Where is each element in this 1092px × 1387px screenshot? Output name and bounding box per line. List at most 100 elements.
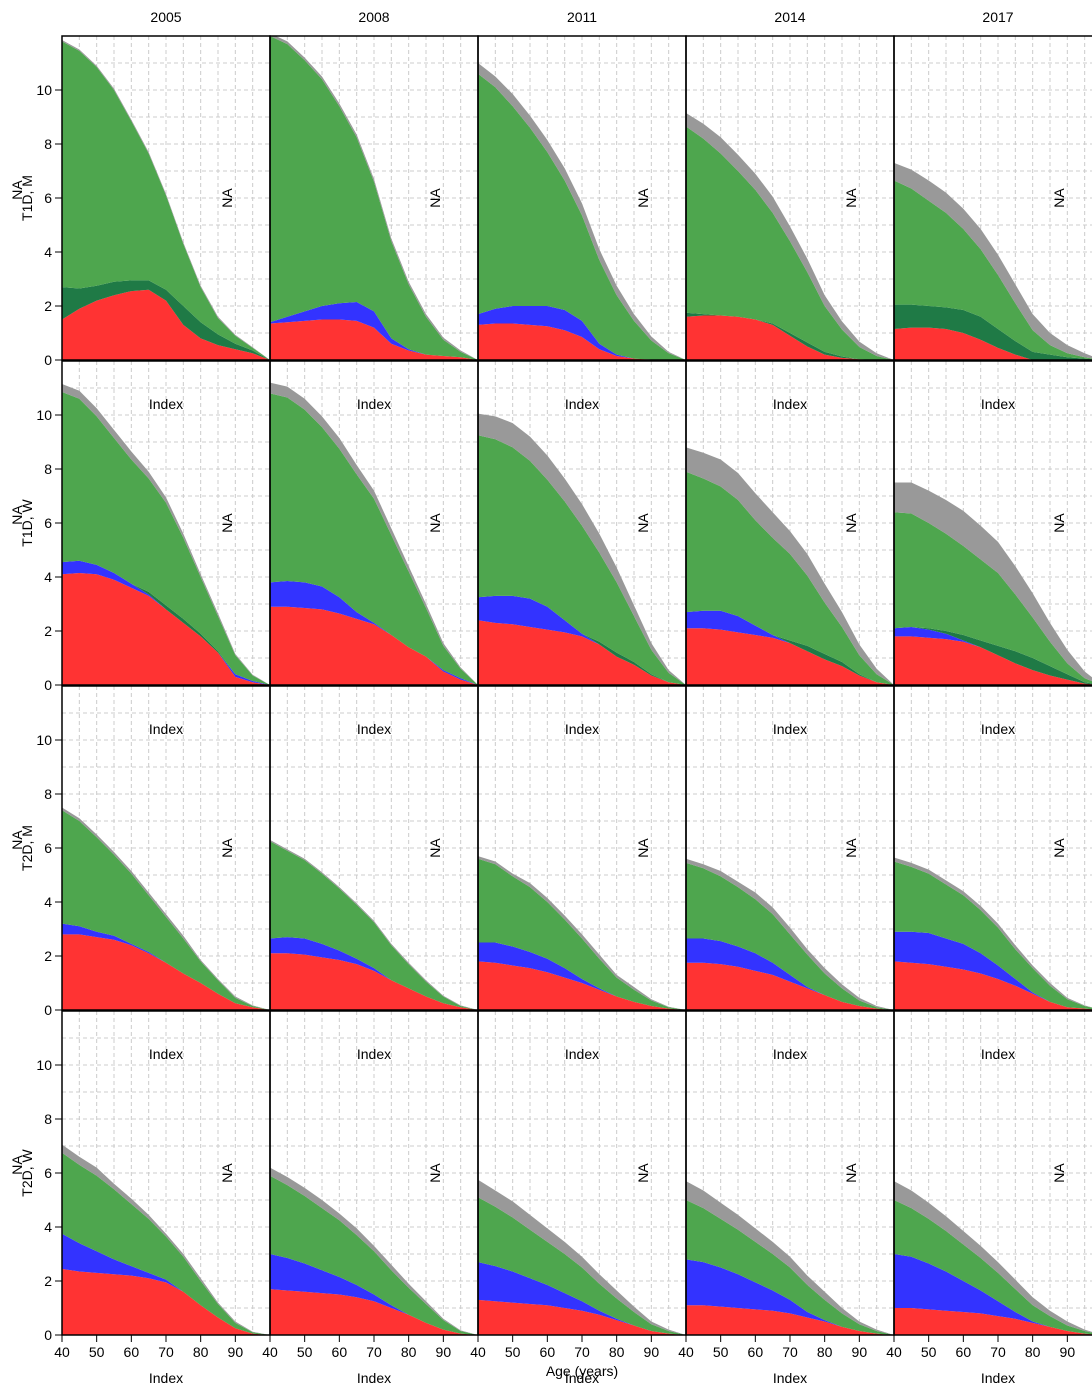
area-layer-4	[478, 1197, 686, 1335]
panel-t2d-w-2005	[62, 1144, 270, 1335]
area-layer-5	[478, 413, 686, 685]
panel-t2d-w-2008	[270, 1167, 478, 1335]
panel-index-label: Index	[565, 721, 599, 737]
x-tick-label: 60	[956, 1344, 972, 1360]
area-layer-4	[686, 126, 894, 360]
panel-frame	[893, 35, 1092, 361]
area-layer-1	[686, 962, 894, 1010]
area-layer-4	[270, 393, 478, 685]
x-tick-label: 40	[678, 1344, 694, 1360]
area-layer-2	[478, 306, 686, 360]
panel-t1d-m-2011	[478, 63, 686, 360]
area-layer-3	[62, 280, 270, 360]
panel-t2d-w-2011	[478, 1179, 686, 1335]
area-layer-3	[894, 626, 1092, 685]
x-tick-label: 70	[366, 1344, 382, 1360]
x-tick-label: 50	[921, 1344, 937, 1360]
x-tick-label: 90	[644, 1344, 660, 1360]
area-layer-2	[270, 937, 478, 1010]
panel-index-label: Index	[981, 396, 1015, 412]
area-layer-1	[270, 319, 478, 360]
area-layer-5	[894, 482, 1092, 682]
panel-index-label: Index	[981, 1046, 1015, 1062]
area-layer-2	[478, 1262, 686, 1335]
column-header-2011: 2011	[567, 9, 597, 25]
area-layer-2	[478, 942, 686, 1010]
panel-index-label: Index	[357, 396, 391, 412]
panel-t1d-w-2008	[270, 382, 478, 685]
area-layer-1	[478, 961, 686, 1010]
y-tick-label: 8	[44, 786, 52, 802]
area-layer-1	[686, 1305, 894, 1335]
row-label: T2D, W	[19, 1148, 35, 1196]
panel-na-label: NA	[219, 513, 235, 533]
area-layer-5	[478, 63, 686, 360]
area-layer-2	[62, 923, 270, 1010]
area-layer-1	[270, 1289, 478, 1335]
y-tick-label: 10	[36, 1057, 52, 1073]
y-tick-label: 8	[44, 461, 52, 477]
row-overlay-na: NA	[9, 505, 25, 525]
x-tick-label: 50	[297, 1344, 313, 1360]
column-header-2017: 2017	[982, 9, 1013, 25]
panel-index-label: Index	[149, 721, 183, 737]
panel-index-label: Index	[565, 1046, 599, 1062]
panel-t1d-m-2014	[686, 112, 894, 360]
panel-na-label: NA	[843, 838, 859, 858]
panel-t2d-m-2008	[270, 839, 478, 1010]
area-layer-2	[62, 560, 270, 685]
area-layer-2	[894, 626, 1092, 685]
panel-index-label: Index	[565, 1370, 599, 1386]
area-layer-1	[270, 953, 478, 1010]
row-overlay-na: NA	[9, 1155, 25, 1175]
area-layer-4	[894, 512, 1092, 684]
x-tick-label: 70	[158, 1344, 174, 1360]
panel-index-label: Index	[981, 1370, 1015, 1386]
panel-na-label: NA	[427, 188, 443, 208]
area-layer-5	[686, 858, 894, 1010]
x-tick-label: 80	[609, 1344, 625, 1360]
area-layer-4	[62, 1152, 270, 1335]
panel-na-label: NA	[843, 1163, 859, 1183]
x-tick-label: 60	[540, 1344, 556, 1360]
area-layer-4	[686, 471, 894, 685]
y-tick-label: 0	[44, 1327, 52, 1343]
panel-na-label: NA	[1051, 188, 1067, 208]
area-layer-4	[478, 858, 686, 1010]
panel-t2d-m-2017	[894, 857, 1092, 1010]
area-layer-4	[270, 1175, 478, 1335]
row-overlay-na: NA	[9, 830, 25, 850]
x-tick-label: 50	[89, 1344, 105, 1360]
y-tick-label: 2	[44, 298, 52, 314]
panel-t1d-w-2017	[894, 482, 1092, 685]
y-tick-label: 10	[36, 732, 52, 748]
area-layer-5	[686, 1181, 894, 1335]
area-layer-5	[894, 1181, 1092, 1333]
area-layer-1	[478, 620, 686, 685]
frame-layer	[55, 35, 1092, 1342]
panel-index-label: Index	[773, 721, 807, 737]
y-tick-label: 6	[44, 515, 52, 531]
panel-na-label: NA	[1051, 838, 1067, 858]
x-axis-title: Age (years)	[546, 1363, 618, 1379]
label-layer: NA Index NA Index NA Index NA Index NA Index NA Ind…	[9, 9, 1075, 1386]
area-layer-1	[62, 572, 270, 685]
x-tick-label: 90	[852, 1344, 868, 1360]
area-layer-1	[686, 628, 894, 685]
x-tick-label: 40	[262, 1344, 278, 1360]
y-tick-label: 4	[44, 244, 52, 260]
area-layer-4	[894, 180, 1092, 360]
area-layer-4	[62, 810, 270, 1010]
y-tick-label: 6	[44, 840, 52, 856]
area-layer-4	[478, 73, 686, 360]
area-layer-1	[894, 961, 1092, 1010]
panel-na-label: NA	[843, 188, 859, 208]
panel-index-label: Index	[565, 396, 599, 412]
area-layer-2	[686, 938, 894, 1010]
area-layer-2	[894, 1254, 1092, 1335]
panel-t1d-m-2005	[62, 40, 270, 360]
panel-t2d-m-2005	[62, 807, 270, 1010]
area-layer-1	[894, 327, 1092, 360]
area-layer-4	[686, 862, 894, 1010]
